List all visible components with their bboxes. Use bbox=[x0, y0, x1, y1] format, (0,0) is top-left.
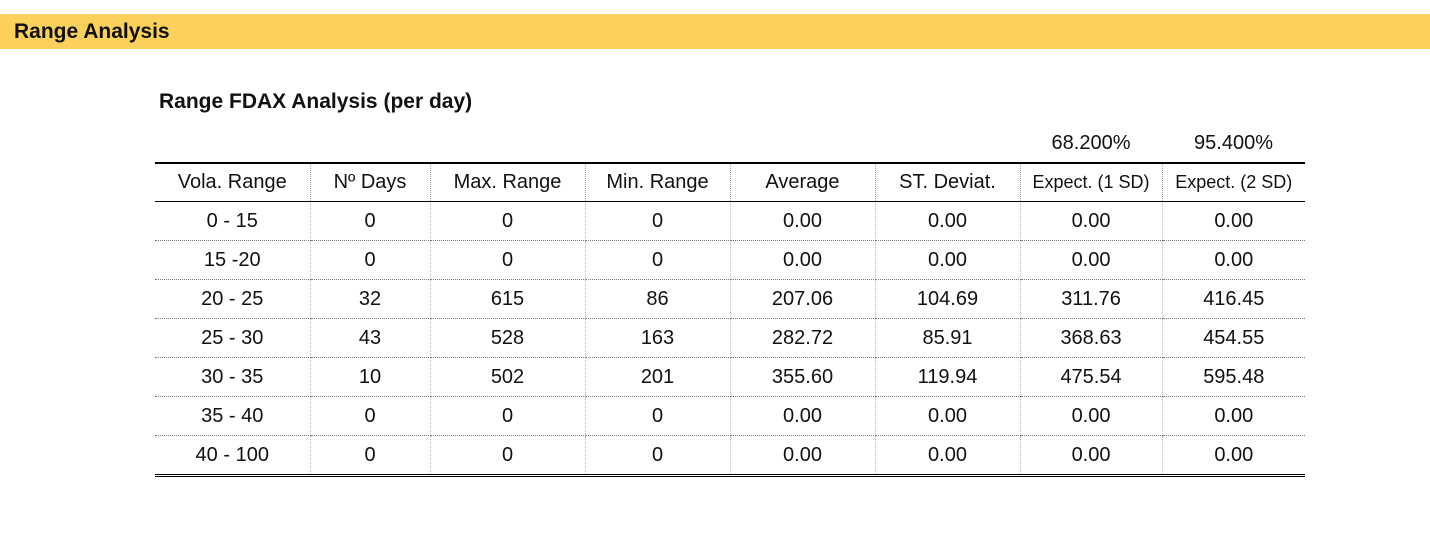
table-cell[interactable]: 25 - 30 bbox=[155, 318, 311, 358]
table-cell[interactable]: 163 bbox=[585, 318, 731, 358]
table-header-row: Vola. Range Nº Days Max. Range Min. Rang… bbox=[155, 162, 1306, 202]
range-analysis-table: 68.200% 95.400% Vola. Range Nº Days Max.… bbox=[155, 124, 1306, 477]
table-cell[interactable]: 15 -20 bbox=[155, 240, 311, 280]
confidence-2sd-label[interactable]: 95.400% bbox=[1194, 131, 1274, 154]
table-row: 0 - 15 0 0 0 0.00 0.00 0.00 0.00 bbox=[155, 201, 1306, 241]
col-header-num-days[interactable]: Nº Days bbox=[310, 162, 431, 202]
confidence-row-spacer bbox=[155, 124, 1020, 163]
col-header-vola-range[interactable]: Vola. Range bbox=[155, 162, 311, 202]
table-cell[interactable]: 0 bbox=[310, 396, 431, 436]
table-cell[interactable]: 0.00 bbox=[1020, 396, 1163, 436]
table-title: Range FDAX Analysis (per day) bbox=[159, 90, 473, 113]
col-header-expect-1sd[interactable]: Expect. (1 SD) bbox=[1020, 162, 1163, 202]
table-cell[interactable]: 0.00 bbox=[875, 435, 1021, 477]
col-header-st-deviat[interactable]: ST. Deviat. bbox=[875, 162, 1021, 202]
table-cell[interactable]: 528 bbox=[430, 318, 586, 358]
table-cell[interactable]: 416.45 bbox=[1162, 279, 1306, 319]
col-header-max-range[interactable]: Max. Range bbox=[430, 162, 586, 202]
table-cell[interactable]: 119.94 bbox=[875, 357, 1021, 397]
table-cell[interactable]: 0.00 bbox=[875, 201, 1021, 241]
col-header-average[interactable]: Average bbox=[730, 162, 876, 202]
table-cell[interactable]: 0 - 15 bbox=[155, 201, 311, 241]
table-cell[interactable]: 475.54 bbox=[1020, 357, 1163, 397]
table-cell[interactable]: 201 bbox=[585, 357, 731, 397]
table-cell[interactable]: 0.00 bbox=[730, 435, 876, 477]
table-cell[interactable]: 207.06 bbox=[730, 279, 876, 319]
banner: Range Analysis bbox=[0, 14, 1430, 49]
table-cell[interactable]: 0.00 bbox=[730, 201, 876, 241]
table-cell[interactable]: 0 bbox=[310, 201, 431, 241]
table-row: 35 - 40 0 0 0 0.00 0.00 0.00 0.00 bbox=[155, 396, 1306, 436]
table-body: 0 - 15 0 0 0 0.00 0.00 0.00 0.00 15 -20 0 0 0 0.00 0.… bbox=[155, 201, 1306, 477]
table-cell[interactable]: 0.00 bbox=[1162, 201, 1306, 241]
table-row: 15 -20 0 0 0 0.00 0.00 0.00 0.00 bbox=[155, 240, 1306, 280]
table-cell[interactable]: 0 bbox=[310, 240, 431, 280]
table-cell[interactable]: 86 bbox=[585, 279, 731, 319]
table-cell[interactable]: 368.63 bbox=[1020, 318, 1163, 358]
table-cell[interactable]: 0 bbox=[430, 396, 586, 436]
table-cell[interactable]: 35 - 40 bbox=[155, 396, 311, 436]
table-cell[interactable]: 0.00 bbox=[1020, 435, 1163, 477]
table-cell[interactable]: 0 bbox=[585, 435, 731, 477]
table-cell[interactable]: 104.69 bbox=[875, 279, 1021, 319]
table-cell[interactable]: 43 bbox=[310, 318, 431, 358]
table-row: 20 - 25 32 615 86 207.06 104.69 311.76 416.45 bbox=[155, 279, 1306, 319]
table-cell[interactable]: 0 bbox=[430, 435, 586, 477]
confidence-1sd-label[interactable]: 68.200% bbox=[1051, 131, 1131, 154]
worksheet-area: Range FDAX Analysis (per day) 68.200% 95… bbox=[155, 90, 1306, 477]
table-row: 25 - 30 43 528 163 282.72 85.91 368.63 454.55 bbox=[155, 318, 1306, 358]
table-cell[interactable]: 0 bbox=[310, 435, 431, 477]
table-cell[interactable]: 0 bbox=[585, 396, 731, 436]
table-cell[interactable]: 0.00 bbox=[730, 240, 876, 280]
table-cell[interactable]: 0.00 bbox=[1020, 201, 1163, 241]
table-cell[interactable]: 85.91 bbox=[875, 318, 1021, 358]
table-cell[interactable]: 10 bbox=[310, 357, 431, 397]
table-cell[interactable]: 30 - 35 bbox=[155, 357, 311, 397]
table-cell[interactable]: 0.00 bbox=[730, 396, 876, 436]
table-row: 30 - 35 10 502 201 355.60 119.94 475.54 595.48 bbox=[155, 357, 1306, 397]
table-cell[interactable]: 615 bbox=[430, 279, 586, 319]
table-cell[interactable]: 20 - 25 bbox=[155, 279, 311, 319]
table-cell[interactable]: 0.00 bbox=[1020, 240, 1163, 280]
banner-title: Range Analysis bbox=[14, 19, 170, 43]
table-cell[interactable]: 0 bbox=[585, 201, 731, 241]
table-cell[interactable]: 0 bbox=[585, 240, 731, 280]
confidence-row: 68.200% 95.400% bbox=[155, 124, 1305, 163]
table-cell[interactable]: 0.00 bbox=[1162, 240, 1306, 280]
col-header-expect-2sd[interactable]: Expect. (2 SD) bbox=[1162, 162, 1306, 202]
table-cell[interactable]: 40 - 100 bbox=[155, 435, 311, 477]
table-cell[interactable]: 311.76 bbox=[1020, 279, 1163, 319]
table-cell[interactable]: 0 bbox=[430, 201, 586, 241]
table-cell[interactable]: 0.00 bbox=[1162, 435, 1306, 477]
table-cell[interactable]: 0.00 bbox=[1162, 396, 1306, 436]
table-cell[interactable]: 355.60 bbox=[730, 357, 876, 397]
table-cell[interactable]: 0.00 bbox=[875, 396, 1021, 436]
table-cell[interactable]: 454.55 bbox=[1162, 318, 1306, 358]
table-cell[interactable]: 502 bbox=[430, 357, 586, 397]
table-cell[interactable]: 0.00 bbox=[875, 240, 1021, 280]
table-cell[interactable]: 595.48 bbox=[1162, 357, 1306, 397]
table-cell[interactable]: 0 bbox=[430, 240, 586, 280]
table-cell[interactable]: 282.72 bbox=[730, 318, 876, 358]
col-header-min-range[interactable]: Min. Range bbox=[585, 162, 731, 202]
table-cell[interactable]: 32 bbox=[310, 279, 431, 319]
table-row: 40 - 100 0 0 0 0.00 0.00 0.00 0.00 bbox=[155, 435, 1306, 477]
